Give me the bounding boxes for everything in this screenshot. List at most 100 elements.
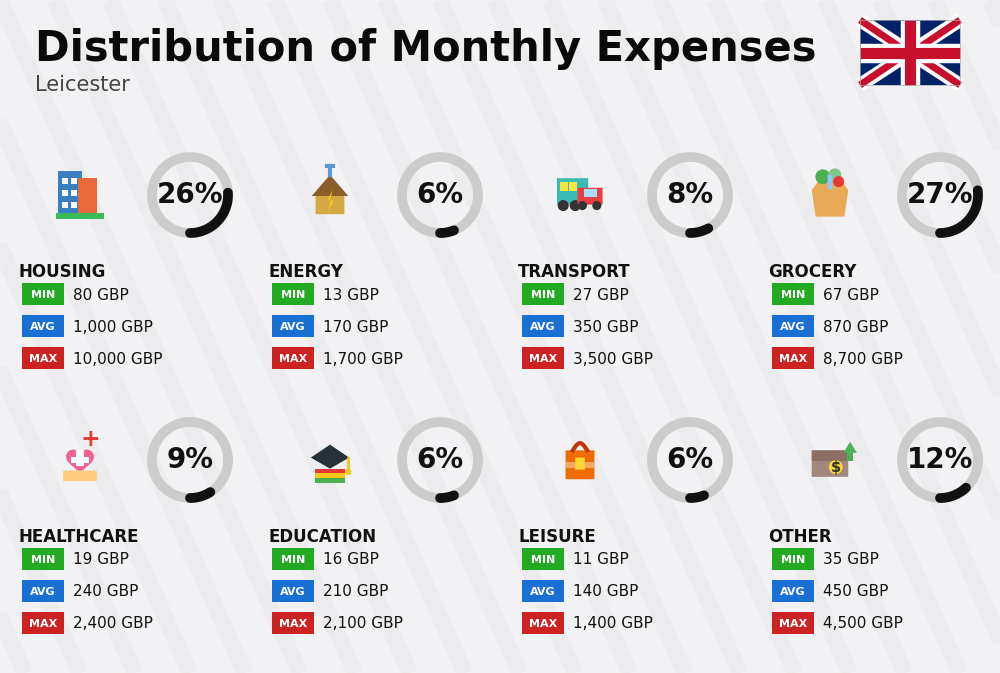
FancyBboxPatch shape <box>522 612 564 634</box>
FancyBboxPatch shape <box>62 190 68 196</box>
FancyBboxPatch shape <box>772 283 814 305</box>
Text: 240 GBP: 240 GBP <box>73 584 138 600</box>
Text: 1,700 GBP: 1,700 GBP <box>323 351 403 367</box>
Text: 8,700 GBP: 8,700 GBP <box>823 351 903 367</box>
Circle shape <box>346 470 351 474</box>
Text: AVG: AVG <box>280 322 306 332</box>
FancyBboxPatch shape <box>772 347 814 369</box>
Polygon shape <box>66 450 94 475</box>
Text: 26%: 26% <box>157 181 223 209</box>
Polygon shape <box>311 445 349 468</box>
FancyBboxPatch shape <box>71 457 89 463</box>
Text: GROCERY: GROCERY <box>768 263 856 281</box>
FancyBboxPatch shape <box>272 612 314 634</box>
Text: 8%: 8% <box>666 181 714 209</box>
FancyBboxPatch shape <box>566 462 594 468</box>
Text: 9%: 9% <box>166 446 214 474</box>
Text: 450 GBP: 450 GBP <box>823 584 888 600</box>
Text: TRANSPORT: TRANSPORT <box>518 263 631 281</box>
Circle shape <box>579 202 586 209</box>
Polygon shape <box>316 180 344 214</box>
FancyBboxPatch shape <box>860 20 960 85</box>
Text: AVG: AVG <box>530 587 556 597</box>
FancyBboxPatch shape <box>522 580 564 602</box>
Text: MIN: MIN <box>31 290 55 300</box>
Text: MIN: MIN <box>531 290 555 300</box>
Text: 10,000 GBP: 10,000 GBP <box>73 351 162 367</box>
FancyBboxPatch shape <box>772 548 814 570</box>
FancyBboxPatch shape <box>812 450 848 476</box>
Polygon shape <box>843 441 857 453</box>
Circle shape <box>570 201 580 211</box>
FancyBboxPatch shape <box>272 315 314 337</box>
FancyBboxPatch shape <box>772 612 814 634</box>
FancyBboxPatch shape <box>847 453 853 462</box>
Text: 6%: 6% <box>416 181 464 209</box>
FancyBboxPatch shape <box>575 458 585 470</box>
Text: 27%: 27% <box>907 181 973 209</box>
Text: 67 GBP: 67 GBP <box>823 287 879 302</box>
Text: Distribution of Monthly Expenses: Distribution of Monthly Expenses <box>35 28 816 70</box>
FancyBboxPatch shape <box>71 178 77 184</box>
Polygon shape <box>312 175 348 196</box>
Text: MAX: MAX <box>529 354 557 364</box>
FancyBboxPatch shape <box>315 479 345 483</box>
FancyBboxPatch shape <box>22 580 64 602</box>
FancyBboxPatch shape <box>315 468 345 473</box>
FancyBboxPatch shape <box>56 213 104 219</box>
FancyBboxPatch shape <box>22 283 64 305</box>
FancyBboxPatch shape <box>58 171 82 214</box>
FancyBboxPatch shape <box>560 182 568 191</box>
Polygon shape <box>328 190 334 212</box>
Text: Leicester: Leicester <box>35 75 130 95</box>
Text: 210 GBP: 210 GBP <box>323 584 388 600</box>
Text: ENERGY: ENERGY <box>268 263 343 281</box>
Text: 12%: 12% <box>907 446 973 474</box>
FancyBboxPatch shape <box>522 347 564 369</box>
Text: 11 GBP: 11 GBP <box>573 553 629 567</box>
Polygon shape <box>812 178 848 217</box>
Text: $: $ <box>831 460 841 474</box>
Text: 13 GBP: 13 GBP <box>323 287 379 302</box>
Text: AVG: AVG <box>530 322 556 332</box>
Text: MAX: MAX <box>279 354 307 364</box>
Text: 19 GBP: 19 GBP <box>73 553 129 567</box>
Text: MIN: MIN <box>281 555 305 565</box>
Circle shape <box>816 170 830 184</box>
Text: 2,100 GBP: 2,100 GBP <box>323 616 403 631</box>
Text: 16 GBP: 16 GBP <box>323 553 379 567</box>
Text: 6%: 6% <box>666 446 714 474</box>
FancyBboxPatch shape <box>578 188 603 205</box>
Text: 1,000 GBP: 1,000 GBP <box>73 320 153 334</box>
Text: AVG: AVG <box>780 322 806 332</box>
FancyBboxPatch shape <box>522 315 564 337</box>
FancyBboxPatch shape <box>22 612 64 634</box>
FancyBboxPatch shape <box>522 548 564 570</box>
FancyBboxPatch shape <box>71 190 77 196</box>
Circle shape <box>829 169 841 180</box>
FancyBboxPatch shape <box>272 347 314 369</box>
FancyBboxPatch shape <box>22 548 64 570</box>
Text: MIN: MIN <box>31 555 55 565</box>
FancyBboxPatch shape <box>22 315 64 337</box>
Text: AVG: AVG <box>780 587 806 597</box>
Text: MAX: MAX <box>779 619 807 629</box>
FancyBboxPatch shape <box>522 283 564 305</box>
FancyBboxPatch shape <box>772 580 814 602</box>
Text: 170 GBP: 170 GBP <box>323 320 388 334</box>
FancyBboxPatch shape <box>772 315 814 337</box>
Text: 350 GBP: 350 GBP <box>573 320 639 334</box>
Text: 6%: 6% <box>416 446 464 474</box>
Text: 35 GBP: 35 GBP <box>823 553 879 567</box>
Text: MAX: MAX <box>29 354 57 364</box>
FancyBboxPatch shape <box>63 470 97 481</box>
Text: AVG: AVG <box>280 587 306 597</box>
FancyBboxPatch shape <box>569 182 577 191</box>
Text: OTHER: OTHER <box>768 528 832 546</box>
Text: MIN: MIN <box>781 555 805 565</box>
FancyBboxPatch shape <box>584 189 597 197</box>
Text: MAX: MAX <box>779 354 807 364</box>
Text: MIN: MIN <box>781 290 805 300</box>
FancyBboxPatch shape <box>62 202 68 208</box>
Text: 140 GBP: 140 GBP <box>573 584 638 600</box>
